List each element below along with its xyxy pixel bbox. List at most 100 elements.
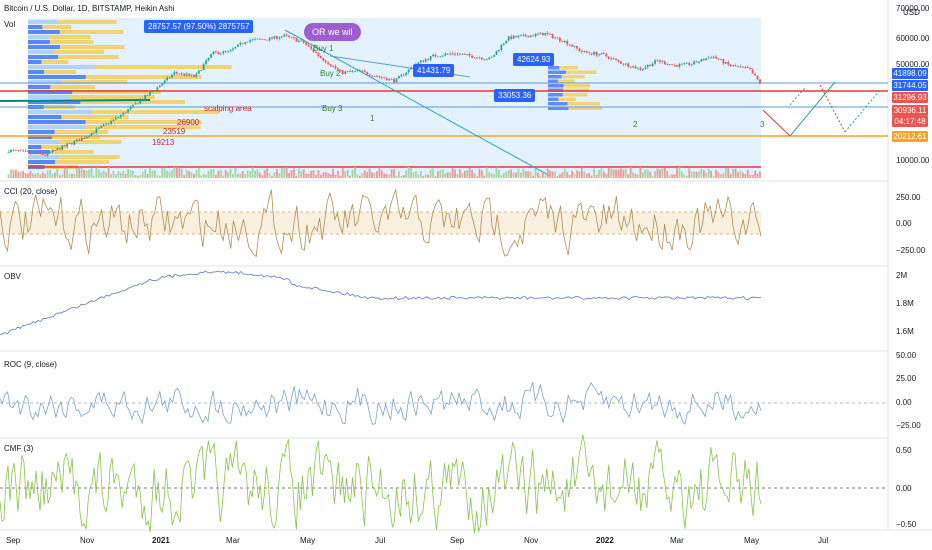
candle-body — [122, 112, 125, 116]
volume-profile-bar — [28, 125, 86, 129]
time-label: May — [744, 536, 760, 545]
level-label-23519: 23519 — [163, 127, 186, 136]
volume-bar — [368, 168, 371, 178]
candle-body — [541, 32, 544, 36]
candle-body — [276, 36, 278, 39]
candle-body — [234, 46, 237, 49]
comment-bubble[interactable]: OR we wil — [304, 23, 361, 41]
volume-bar — [400, 175, 403, 178]
volume-bar — [634, 173, 637, 178]
volume-profile-bar — [50, 85, 96, 89]
time-label: Nov — [524, 536, 539, 545]
volume-profile-bar — [559, 66, 579, 70]
cmf-label[interactable]: CMF (3) — [4, 444, 34, 453]
candle-body — [676, 65, 678, 67]
volume-bar — [546, 168, 549, 178]
volume-bar — [434, 175, 437, 178]
candle-body — [515, 35, 517, 38]
currency-label[interactable]: USD — [903, 8, 920, 17]
volume-bar — [637, 174, 639, 178]
volume-bar — [14, 169, 17, 178]
candle-body — [576, 45, 578, 49]
volume-bar — [239, 173, 242, 178]
candle-body — [58, 148, 61, 150]
candle-body — [39, 152, 42, 154]
candle-body — [358, 69, 361, 71]
candle-body — [651, 63, 654, 67]
candle-body — [524, 34, 527, 37]
volume-bar — [114, 174, 117, 178]
candle-body — [180, 73, 183, 75]
candle-body — [388, 78, 391, 81]
price-label-42624[interactable]: 42624.93 — [513, 53, 555, 66]
volume-bar — [19, 171, 22, 178]
candle-body — [190, 74, 193, 76]
candle-body — [641, 68, 644, 71]
volume-bar — [10, 169, 12, 178]
candle-body — [681, 63, 683, 65]
candle-body — [573, 45, 576, 47]
volume-bar — [332, 168, 334, 178]
candle-body — [549, 33, 552, 35]
cci-band — [0, 212, 761, 234]
candle-body — [568, 44, 571, 46]
volume-bar — [693, 171, 695, 178]
volume-profile-bar — [49, 150, 94, 154]
candle-body — [571, 44, 574, 47]
candle-body — [659, 60, 661, 62]
candle-body — [236, 44, 239, 47]
volume-bar — [607, 167, 610, 178]
price-label-33053[interactable]: 33053.36 — [494, 89, 536, 102]
price-tick: 50000.00 — [896, 60, 930, 69]
volume-profile-bar — [568, 106, 603, 110]
volume-bar — [312, 170, 315, 178]
volume-bar — [624, 168, 627, 178]
measure-callout[interactable]: 28757.57 (97.50%) 2875757 — [144, 20, 254, 33]
volume-bar — [158, 175, 161, 178]
candle-body — [454, 53, 456, 55]
volume-bar — [363, 170, 366, 178]
candle-body — [127, 109, 129, 113]
volume-bar — [422, 175, 425, 178]
candle-body — [622, 63, 625, 65]
volume-bar — [651, 175, 654, 178]
candle-body — [539, 32, 542, 34]
volume-profile-bar — [28, 35, 49, 39]
vol-label: Vol — [4, 20, 16, 29]
volume-bar — [576, 170, 578, 178]
candle-body — [602, 52, 605, 55]
time-label: Jul — [375, 536, 386, 545]
candle-body — [580, 51, 583, 53]
volume-bar — [756, 173, 759, 178]
volume-bar — [529, 171, 532, 178]
volume-bar — [95, 167, 98, 178]
volume-bar — [129, 169, 132, 178]
volume-bar — [720, 174, 722, 178]
cci-label[interactable]: CCI (20, close) — [4, 187, 58, 196]
candle-body — [673, 65, 676, 66]
volume-bar — [690, 171, 693, 178]
candle-body — [19, 150, 22, 152]
candle-body — [422, 60, 425, 62]
obv-label[interactable]: OBV — [4, 272, 21, 281]
volume-bar — [344, 171, 347, 178]
candle-body — [339, 69, 342, 71]
volume-bar — [380, 170, 383, 178]
volume-bar — [681, 171, 683, 178]
volume-profile-bar — [548, 66, 560, 70]
candle-body — [32, 152, 34, 154]
candle-body — [280, 36, 283, 38]
candle-body — [88, 135, 90, 137]
candle-body — [327, 62, 330, 65]
roc-tick: 25.00 — [896, 374, 917, 383]
candle-body — [351, 70, 354, 72]
candle-body — [363, 70, 366, 72]
volume-bar — [527, 171, 530, 178]
volume-bar — [712, 175, 715, 178]
roc-label[interactable]: ROC (9, close) — [4, 360, 57, 369]
candle-body — [610, 57, 613, 59]
candle-body — [107, 123, 110, 125]
volume-bar — [293, 168, 295, 178]
price-label-41431[interactable]: 41431.79 — [413, 64, 455, 77]
